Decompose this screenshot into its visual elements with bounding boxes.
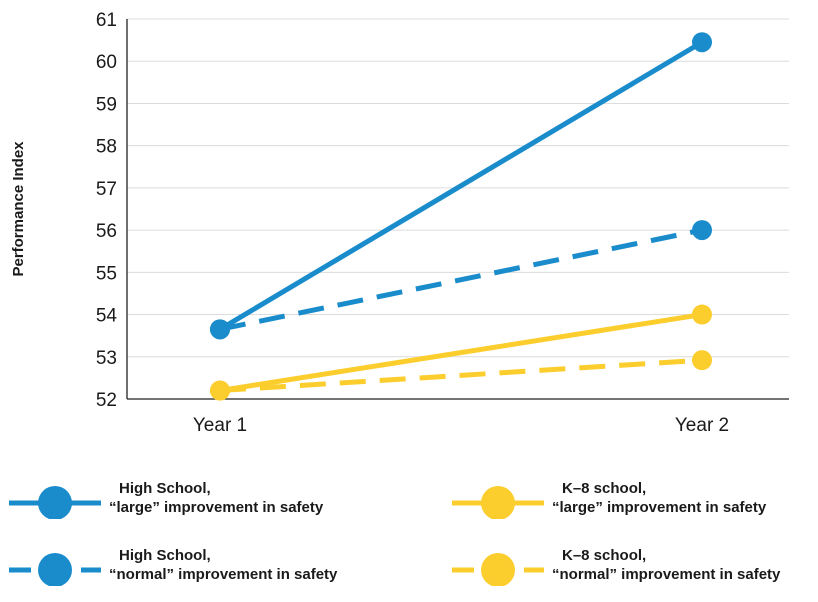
legend-label: High School, “normal” improvement in safe… bbox=[109, 546, 337, 584]
legend-swatch-marker bbox=[38, 553, 72, 586]
y-tick-label: 57 bbox=[96, 179, 117, 200]
y-tick-label: 55 bbox=[96, 263, 117, 284]
legend-label-line1: K–8 school, bbox=[562, 480, 647, 497]
data-point bbox=[692, 220, 712, 241]
y-tick-label: 58 bbox=[96, 137, 117, 158]
legend-label: High School, “large” improvement in safet… bbox=[109, 479, 323, 517]
legend-swatch bbox=[9, 553, 101, 586]
legend-swatch-marker bbox=[38, 486, 72, 519]
y-tick-label: 61 bbox=[96, 10, 117, 31]
legend-label-line2: “large” improvement in safety bbox=[109, 499, 324, 516]
series-lines bbox=[210, 32, 712, 401]
series-line bbox=[218, 40, 704, 332]
legend-item: High School, “normal” improvement in safe… bbox=[9, 546, 389, 602]
legend-swatch-marker bbox=[481, 553, 515, 586]
data-point bbox=[692, 304, 712, 325]
x-tick-label: Year 1 bbox=[193, 415, 247, 436]
series-0 bbox=[210, 32, 712, 340]
legend-item: K–8 school, “normal” improvement in safet… bbox=[452, 546, 818, 602]
series-line bbox=[219, 227, 703, 332]
legend-swatch bbox=[9, 486, 101, 519]
y-tick-label: 53 bbox=[96, 348, 117, 369]
y-tick-label: 52 bbox=[96, 390, 117, 411]
data-point bbox=[692, 32, 712, 53]
series-3 bbox=[210, 350, 712, 401]
axes bbox=[126, 19, 789, 400]
y-tick-label: 56 bbox=[96, 221, 117, 242]
legend-label-line1: High School, bbox=[119, 547, 211, 564]
legend-label: K–8 school, “large” improvement in safety bbox=[552, 479, 766, 517]
y-tick-label: 54 bbox=[96, 306, 118, 327]
legend-swatch-marker bbox=[481, 486, 515, 519]
series-line bbox=[219, 357, 703, 394]
legend-item: High School, “large” improvement in safet… bbox=[9, 479, 389, 535]
x-tick-labels: Year 1 Year 2 bbox=[193, 415, 729, 436]
line-chart: 52 53 54 55 56 57 58 59 60 61 Year 1 Year 2 Perfor… bbox=[10, 10, 789, 436]
data-point bbox=[210, 380, 230, 401]
legend-label-line2: “large” improvement in safety bbox=[552, 499, 767, 516]
legend-label: K–8 school, “normal” improvement in safet… bbox=[552, 546, 780, 584]
legend-label-line2: “normal” improvement in safety bbox=[552, 566, 781, 583]
data-point bbox=[692, 350, 712, 371]
y-axis-title: Performance Index bbox=[10, 141, 27, 277]
y-tick-label: 59 bbox=[96, 94, 117, 115]
y-tick-labels: 52 53 54 55 56 57 58 59 60 61 bbox=[96, 10, 118, 411]
legend-label-line1: High School, bbox=[119, 480, 211, 497]
legend-label-line2: “normal” improvement in safety bbox=[109, 566, 338, 583]
data-point bbox=[210, 319, 230, 340]
y-tick-label: 60 bbox=[96, 52, 117, 73]
legend-swatch bbox=[452, 486, 544, 519]
series-line bbox=[219, 312, 703, 394]
legend-swatch bbox=[452, 553, 544, 586]
legend-label-line1: K–8 school, bbox=[562, 547, 647, 564]
series-2 bbox=[210, 304, 712, 401]
x-tick-label: Year 2 bbox=[675, 415, 729, 436]
series-1 bbox=[210, 220, 712, 340]
legend-item: K–8 school, “large” improvement in safety bbox=[452, 479, 818, 535]
